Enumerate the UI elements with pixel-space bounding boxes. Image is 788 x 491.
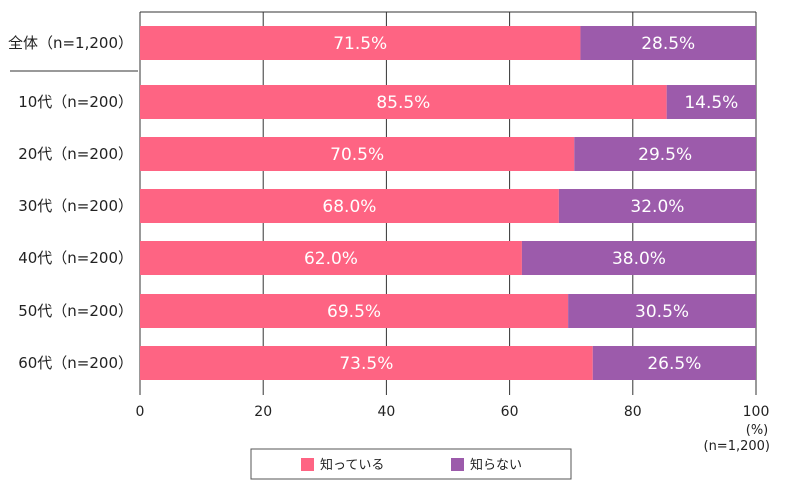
data-label: 32.0% [630, 197, 684, 217]
category-label: 10代（n=200） [18, 93, 133, 111]
bar-unknown [666, 85, 756, 119]
data-label: 62.0% [304, 249, 358, 269]
legend-label-known: 知っている [320, 457, 384, 473]
legend-swatch-known [301, 458, 314, 471]
x-tick-label: 0 [136, 404, 145, 420]
bar-known [140, 294, 569, 328]
x-tick-label: 20 [254, 404, 272, 420]
category-label: 全体（n=1,200） [8, 34, 133, 52]
bar-known [140, 346, 593, 380]
category-labels: 全体（n=1,200） 10代（n=200） 20代（n=200） 30代（n=200… [8, 34, 133, 372]
data-label: 70.5% [330, 145, 384, 165]
legend: 知っている 知らない [250, 448, 572, 480]
bar-known [140, 26, 581, 60]
category-label: 20代（n=200） [18, 145, 133, 163]
bars [140, 26, 756, 380]
x-tick-label: 80 [624, 404, 642, 420]
bar-known [140, 137, 575, 171]
legend-swatch-unknown [451, 458, 464, 471]
data-label: 30.5% [635, 302, 689, 322]
x-tick-label: 100 [743, 404, 770, 420]
bar-known [140, 85, 667, 119]
category-label: 60代（n=200） [18, 354, 133, 372]
data-label: 71.5% [333, 34, 387, 54]
x-tick-label: 60 [501, 404, 519, 420]
bar-unknown [568, 294, 756, 328]
data-label: 29.5% [638, 145, 692, 165]
data-label: 26.5% [647, 354, 701, 374]
bar-unknown [574, 137, 756, 171]
data-label: 68.0% [322, 197, 376, 217]
sample-size-note: (n=1,200) [704, 439, 771, 454]
bar-known [140, 241, 522, 275]
data-labels: 71.5% 28.5% 85.5% 14.5% 70.5% 29.5% 68.0% 32.0%… [304, 34, 738, 374]
data-label: 14.5% [684, 93, 738, 113]
bar-unknown [592, 346, 756, 380]
legend-label-unknown: 知らない [470, 457, 522, 473]
category-label: 40代（n=200） [18, 249, 133, 267]
category-label: 50代（n=200） [18, 302, 133, 320]
bar-known [140, 189, 559, 223]
bar-unknown [521, 241, 756, 275]
data-label: 85.5% [376, 93, 430, 113]
bar-unknown [558, 189, 756, 223]
legend-box [250, 448, 572, 480]
bar-unknown [580, 26, 756, 60]
data-label: 38.0% [612, 249, 666, 269]
data-label: 73.5% [339, 354, 393, 374]
data-label: 69.5% [327, 302, 381, 322]
x-axis-unit: (%) [746, 423, 769, 438]
data-label: 28.5% [641, 34, 695, 54]
category-label: 30代（n=200） [18, 197, 133, 215]
x-tick-label: 40 [377, 404, 395, 420]
x-axis-ticks: 0 20 40 60 80 100 [136, 404, 770, 420]
